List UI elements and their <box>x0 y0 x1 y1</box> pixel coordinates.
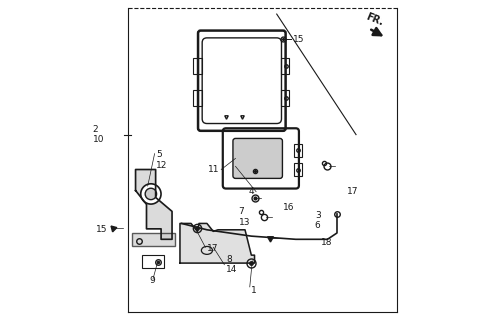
Text: 5
12: 5 12 <box>156 150 168 170</box>
Bar <box>294 144 302 157</box>
Bar <box>193 59 201 74</box>
Text: 18: 18 <box>321 238 333 247</box>
Text: 16: 16 <box>283 203 294 212</box>
Circle shape <box>145 188 157 200</box>
Text: 17: 17 <box>346 187 358 196</box>
Text: 15: 15 <box>293 35 304 44</box>
Bar <box>281 90 290 106</box>
Bar <box>281 59 290 74</box>
Text: 2
10: 2 10 <box>93 125 104 144</box>
Polygon shape <box>180 223 254 263</box>
Text: 9: 9 <box>150 276 156 285</box>
Text: 15: 15 <box>96 225 107 234</box>
Circle shape <box>141 184 161 204</box>
Text: 7
13: 7 13 <box>239 207 250 227</box>
Text: FR.: FR. <box>364 12 384 28</box>
Text: 8
14: 8 14 <box>226 255 237 274</box>
Bar <box>294 163 302 176</box>
Bar <box>193 90 201 106</box>
Text: 1: 1 <box>251 285 257 295</box>
Text: 3
6: 3 6 <box>315 211 320 230</box>
Bar <box>132 233 175 246</box>
Text: 4: 4 <box>249 187 254 196</box>
Text: 17: 17 <box>207 244 219 253</box>
Polygon shape <box>136 170 172 239</box>
Text: 11: 11 <box>208 165 220 174</box>
Bar <box>142 255 164 268</box>
FancyBboxPatch shape <box>233 139 282 178</box>
